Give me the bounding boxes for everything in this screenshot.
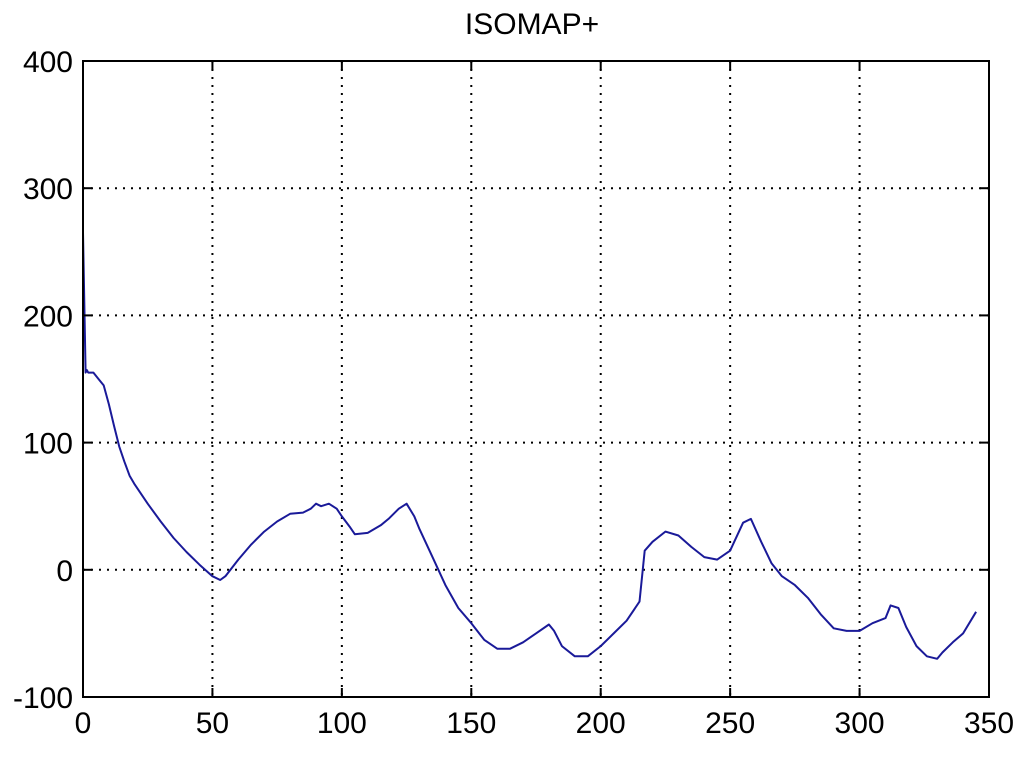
y-tick-label: 200 xyxy=(23,300,73,333)
y-tick-label: 0 xyxy=(56,555,73,588)
y-tick-label: 100 xyxy=(23,428,73,461)
x-tick-label: 0 xyxy=(75,707,92,740)
x-tick-label: 350 xyxy=(964,707,1014,740)
series-layer xyxy=(82,232,977,660)
x-tick-label: 300 xyxy=(835,707,885,740)
x-tick-label: 150 xyxy=(446,707,496,740)
axes-frame xyxy=(82,60,990,698)
y-tick-label: 300 xyxy=(23,173,73,206)
y-tick-label: 400 xyxy=(23,46,73,79)
x-tick-label: 100 xyxy=(317,707,367,740)
grid xyxy=(83,61,989,697)
chart-title: ISOMAP+ xyxy=(465,8,599,41)
x-tick-label: 200 xyxy=(576,707,626,740)
y-tick-label: -100 xyxy=(13,682,73,715)
x-tick-label: 50 xyxy=(196,707,229,740)
series-line xyxy=(82,232,977,660)
x-tick-label: 250 xyxy=(705,707,755,740)
